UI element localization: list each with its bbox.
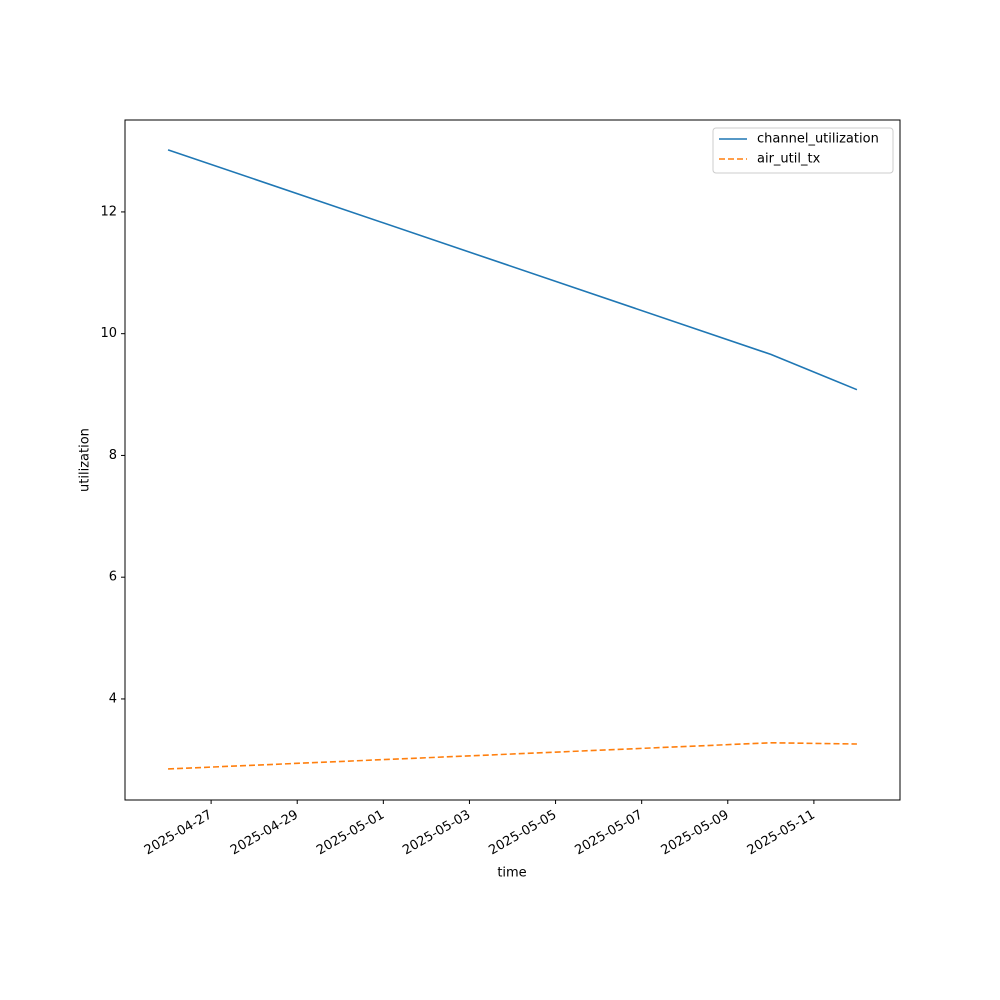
x-tick-label: 2025-05-05	[486, 808, 559, 859]
legend-label: air_util_tx	[757, 152, 821, 167]
y-tick-label: 6	[109, 570, 117, 585]
y-tick-label: 10	[100, 326, 117, 341]
x-tick-label: 2025-05-01	[314, 808, 387, 859]
legend-label: channel_utilization	[757, 132, 879, 147]
y-axis-label: utilization	[78, 428, 93, 492]
x-tick-label: 2025-04-29	[228, 808, 301, 859]
legend-box	[712, 127, 894, 174]
x-tick-label: 2025-05-07	[572, 808, 645, 859]
x-tick-label: 2025-05-03	[400, 808, 473, 859]
data-line	[168, 741, 857, 770]
x-axis-label: time	[497, 866, 526, 881]
data-line	[167, 149, 858, 391]
y-tick-label: 8	[109, 448, 117, 463]
y-tick-label: 4	[109, 691, 117, 706]
x-tick-label: 2025-04-27	[142, 808, 215, 859]
x-tick-label: 2025-05-11	[745, 808, 818, 859]
y-tick-label: 12	[100, 204, 117, 219]
plot-frame	[124, 119, 901, 801]
x-tick-label: 2025-05-09	[659, 808, 732, 859]
